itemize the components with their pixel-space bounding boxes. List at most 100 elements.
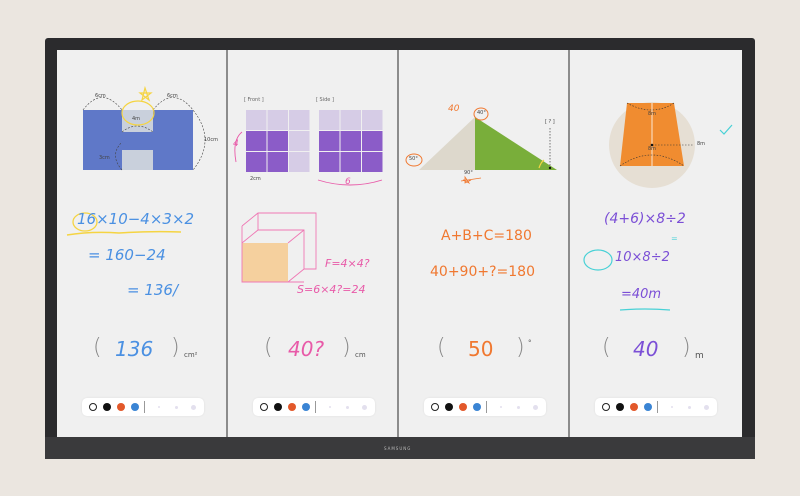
label-4m: 4m: [132, 116, 141, 122]
medium-stroke-button[interactable]: [688, 406, 691, 409]
answer-field[interactable]: 40?: [288, 337, 325, 361]
white-pen-button[interactable]: [260, 403, 268, 411]
front-grid-cell: [246, 110, 267, 130]
front-grid-cell: [289, 131, 310, 151]
medium-stroke-button[interactable]: [175, 406, 178, 409]
orange-pen-button[interactable]: [117, 403, 125, 411]
work-line-2: S=6×4?=24: [297, 283, 366, 296]
thick-stroke-button[interactable]: [704, 405, 709, 410]
toolbar-divider: [315, 401, 316, 413]
front-grid-cell: [267, 131, 288, 151]
unit-label: m: [695, 351, 704, 361]
thin-stroke-button[interactable]: [329, 406, 331, 408]
black-pen-button[interactable]: [274, 403, 282, 411]
work-line-1: 16×10−4×3×2: [77, 210, 195, 228]
thick-stroke-button[interactable]: [533, 405, 538, 410]
orange-pen-button[interactable]: [630, 403, 638, 411]
label-40-note: 40: [448, 104, 460, 114]
side-grid-cell: [319, 110, 340, 130]
label-unknown: [ ? ]: [545, 119, 555, 125]
black-pen-button[interactable]: [103, 403, 111, 411]
front-grid-cell: [267, 152, 288, 172]
side-grid-cell: [340, 110, 361, 130]
work-line-1: F=4×4?: [325, 257, 370, 270]
label-40deg: 40°: [477, 110, 486, 116]
front-grid-cell: [267, 110, 288, 130]
label-width: 6: [345, 177, 351, 187]
pen-toolbar: [595, 398, 717, 416]
side-grid-cell: [319, 152, 340, 172]
unit-label: cm²: [184, 351, 198, 359]
panel-4[interactable]: 8m 8m 8m (4+6)×8÷2 = 10×8÷2 =40m ( 40 ) …: [570, 50, 742, 437]
label-2cm: 2cm: [250, 176, 261, 182]
display-chin: [45, 437, 755, 459]
side-grid-cell: [340, 131, 361, 151]
answer-field[interactable]: 40: [633, 337, 659, 361]
label-6cm-left: 6cm: [95, 93, 106, 99]
toolbar-divider: [486, 401, 487, 413]
triangle-diagram: [405, 107, 557, 185]
answer-field[interactable]: 50: [468, 337, 494, 361]
label-10cm: 10cm: [204, 137, 218, 143]
side-grid-cell: [319, 131, 340, 151]
paren-close: ): [682, 335, 691, 360]
pen-toolbar: [253, 398, 375, 416]
front-grid-cell: [289, 152, 310, 172]
panel-3[interactable]: 40 40° 50 ° 90° [ ? ] A+B+C=180 40+90+?=1…: [399, 50, 570, 437]
medium-stroke-button[interactable]: [346, 406, 349, 409]
side-grid-cell: [362, 131, 383, 151]
work-line-2: = 160−24: [88, 246, 166, 264]
thin-stroke-button[interactable]: [500, 406, 502, 408]
black-pen-button[interactable]: [616, 403, 624, 411]
label-90deg: 90°: [464, 170, 473, 176]
front-grid-cell: [289, 110, 310, 130]
white-pen-button[interactable]: [89, 403, 97, 411]
thick-stroke-button[interactable]: [362, 405, 367, 410]
toolbar-divider: [657, 401, 658, 413]
blue-pen-button[interactable]: [131, 403, 139, 411]
trapezoid-circle-diagram: [583, 102, 733, 311]
medium-stroke-button[interactable]: [517, 406, 520, 409]
paren-open: (: [602, 335, 611, 360]
pen-toolbar: [82, 398, 204, 416]
panel-1[interactable]: 6cm 6cm 4m 3cm 10cm 16×10−4×3×2 = 160−24…: [57, 50, 228, 437]
work-line-2: 40+90+?=180: [430, 264, 535, 280]
blue-pen-button[interactable]: [302, 403, 310, 411]
work-line-3: = 136/: [127, 281, 179, 299]
label-3cm: 3cm: [99, 155, 110, 161]
front-grid-cell: [246, 131, 267, 151]
block-grid-diagram: [234, 110, 383, 283]
white-pen-button[interactable]: [602, 403, 610, 411]
equals-mark: =: [671, 234, 678, 243]
paren-close: ): [342, 335, 351, 360]
label-6cm-right: 6cm: [167, 93, 178, 99]
work-line-1: (4+6)×8÷2: [604, 211, 686, 227]
answer-field[interactable]: 136: [115, 337, 154, 361]
front-grid-cell: [246, 152, 267, 172]
brand-logo: SAMSUNG: [384, 446, 412, 451]
work-line-1: A+B+C=180: [441, 228, 532, 244]
work-line-2: 10×8÷2: [615, 250, 670, 265]
blue-pen-button[interactable]: [644, 403, 652, 411]
label-bottom-8m: 8m: [648, 146, 657, 152]
toolbar-divider: [144, 401, 145, 413]
paren-open: (: [437, 335, 446, 360]
white-pen-button[interactable]: [431, 403, 439, 411]
label-radius-8m: 8m: [697, 141, 706, 147]
paren-close: ): [516, 335, 525, 360]
label-side: [ Side ]: [316, 97, 334, 103]
unit-label: °: [528, 339, 532, 347]
thin-stroke-button[interactable]: [158, 406, 160, 408]
orange-pen-button[interactable]: [288, 403, 296, 411]
unit-label: cm: [355, 351, 366, 359]
panel-2[interactable]: [ Front ] [ Side ] 4 2cm 6 F=4×4? S=6×4?…: [228, 50, 399, 437]
orange-pen-button[interactable]: [459, 403, 467, 411]
thin-stroke-button[interactable]: [671, 406, 673, 408]
thick-stroke-button[interactable]: [191, 405, 196, 410]
black-pen-button[interactable]: [445, 403, 453, 411]
blue-pen-button[interactable]: [473, 403, 481, 411]
whiteboard-screen: 6cm 6cm 4m 3cm 10cm 16×10−4×3×2 = 160−24…: [57, 50, 742, 437]
paren-close: ): [171, 335, 180, 360]
side-grid-cell: [362, 152, 383, 172]
paren-open: (: [264, 335, 273, 360]
